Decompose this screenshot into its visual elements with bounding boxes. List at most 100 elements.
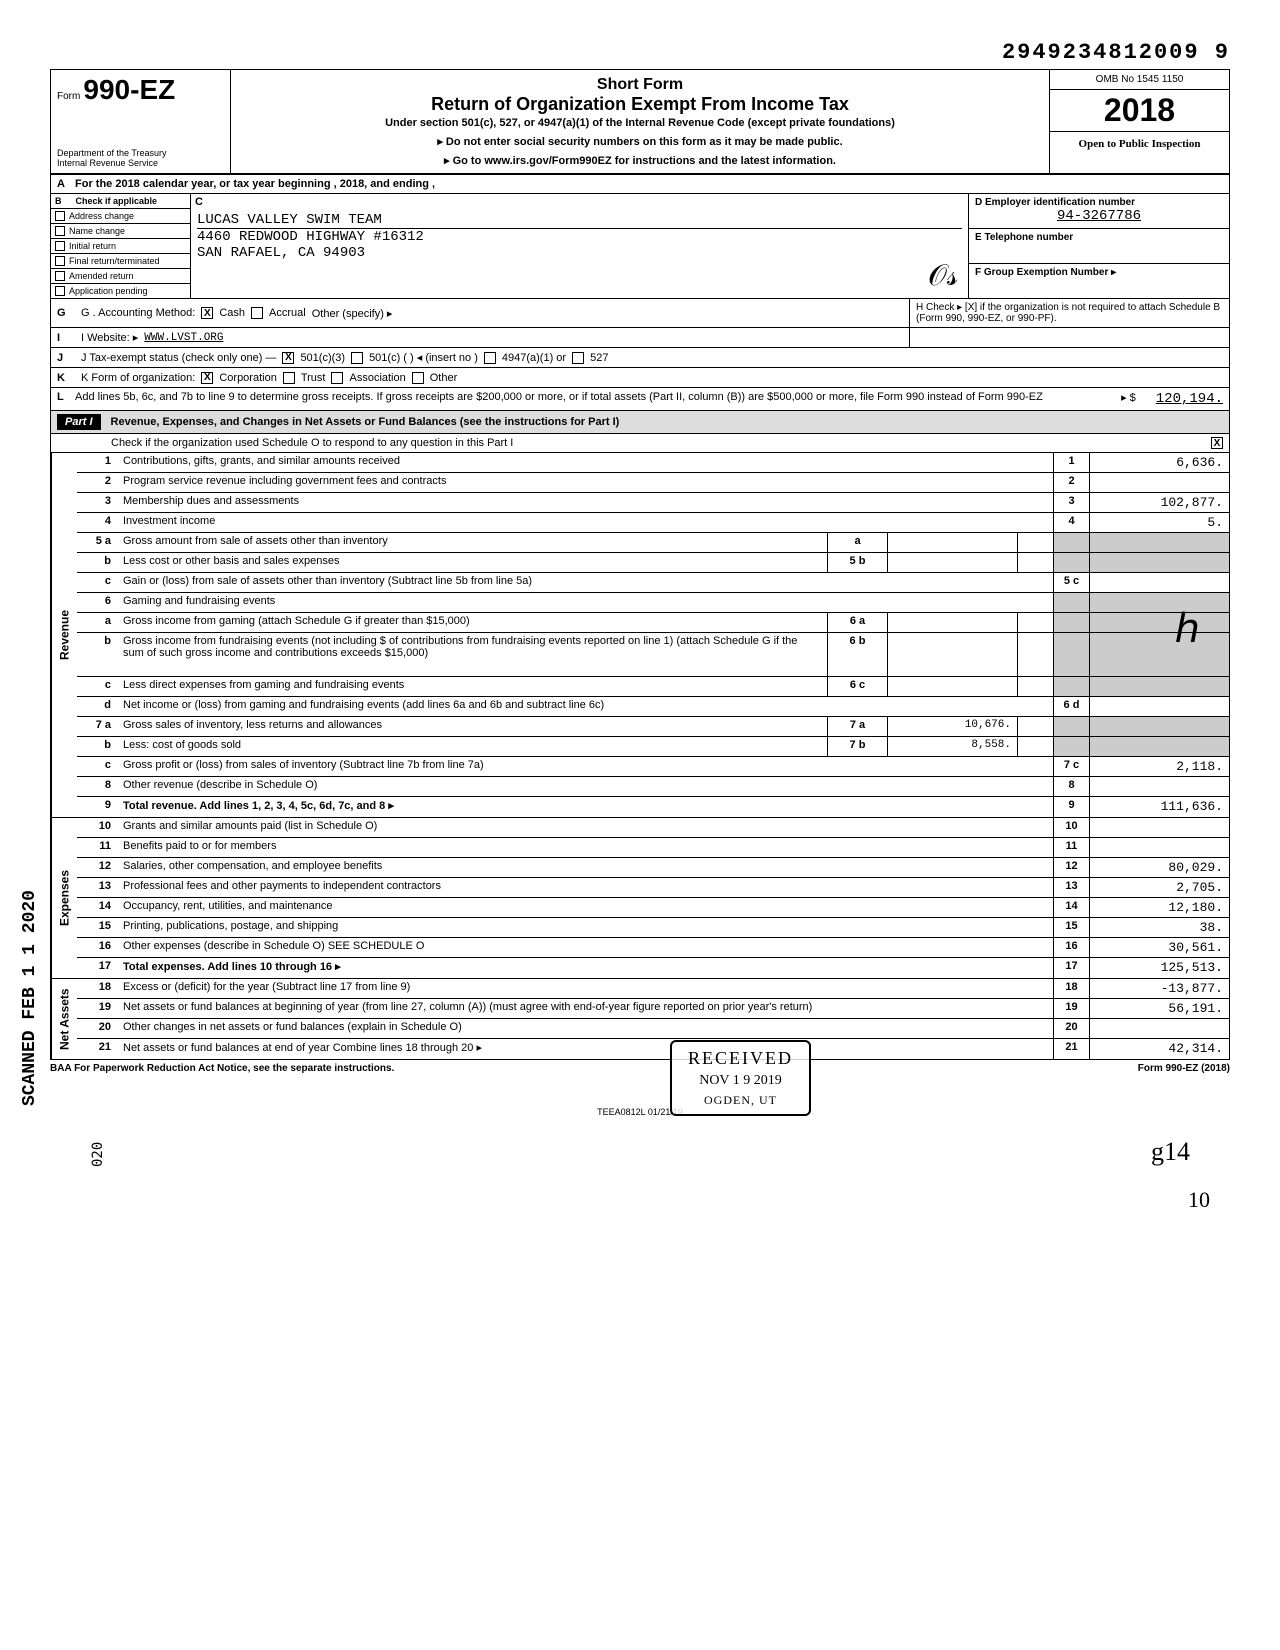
- right-line-number: 10: [1053, 818, 1089, 837]
- right-line-number: 1: [1053, 453, 1089, 472]
- table-row: 19Net assets or fund balances at beginni…: [77, 999, 1229, 1019]
- check-final-return[interactable]: [55, 256, 65, 266]
- line-amount: -13,877.: [1089, 979, 1229, 998]
- label-corporation: Corporation: [219, 372, 276, 384]
- line-number: 3: [77, 493, 117, 512]
- right-line-number: [1053, 737, 1089, 756]
- ssn-note: ▸ Do not enter social security numbers o…: [237, 135, 1043, 148]
- check-address-change[interactable]: [55, 211, 65, 221]
- line-a-text: For the 2018 calendar year, or tax year …: [75, 178, 435, 190]
- letter-g: G: [57, 307, 75, 319]
- right-line-number: 20: [1053, 1019, 1089, 1038]
- line-description: Net assets or fund balances at beginning…: [117, 999, 1053, 1018]
- check-501c[interactable]: [351, 352, 363, 364]
- check-amended[interactable]: [55, 271, 65, 281]
- line-amount: [1089, 553, 1229, 572]
- right-line-number: 13: [1053, 878, 1089, 897]
- check-501c3[interactable]: X: [282, 352, 294, 364]
- line-number: a: [77, 613, 117, 632]
- table-row: 5 aGross amount from sale of assets othe…: [77, 533, 1229, 553]
- check-other-org[interactable]: [412, 372, 424, 384]
- right-line-number: [1017, 677, 1053, 696]
- check-initial-return[interactable]: [55, 241, 65, 251]
- check-corporation[interactable]: X: [201, 372, 213, 384]
- right-line-number: 15: [1053, 918, 1089, 937]
- line-number: c: [77, 757, 117, 776]
- check-trust[interactable]: [283, 372, 295, 384]
- line-amount: 111,636.: [1089, 797, 1229, 817]
- check-4947[interactable]: [484, 352, 496, 364]
- org-addr2: SAN RAFAEL, CA 94903: [197, 245, 962, 261]
- line-number: 8: [77, 777, 117, 796]
- tax-exempt-label: J Tax-exempt status (check only one) —: [81, 352, 276, 364]
- check-accrual[interactable]: [251, 307, 263, 319]
- line-amount: 56,191.: [1089, 999, 1229, 1018]
- table-row: 17Total expenses. Add lines 10 through 1…: [77, 958, 1229, 978]
- sub-line-value: [887, 553, 1017, 572]
- table-row: bLess cost or other basis and sales expe…: [77, 553, 1229, 573]
- line-amount: 125,513.: [1089, 958, 1229, 978]
- website-label: I Website: ▸: [81, 331, 138, 344]
- line-number: d: [77, 697, 117, 716]
- check-application-pending[interactable]: [55, 286, 65, 296]
- label-501c: 501(c) ( ) ◂ (insert no ): [369, 351, 478, 364]
- line-description: Less direct expenses from gaming and fun…: [117, 677, 827, 696]
- right-line-number: 6 d: [1053, 697, 1089, 716]
- line-number: 15: [77, 918, 117, 937]
- line-description: Salaries, other compensation, and employ…: [117, 858, 1053, 877]
- sub-line-label: 7 a: [827, 717, 887, 736]
- revenue-side-label: Revenue: [51, 453, 77, 817]
- table-row: 10Grants and similar amounts paid (list …: [77, 818, 1229, 838]
- table-row: 2Program service revenue including gover…: [77, 473, 1229, 493]
- check-name-change[interactable]: [55, 226, 65, 236]
- sub-line-label: 6 c: [827, 677, 887, 696]
- schedule-o-text: Check if the organization used Schedule …: [111, 437, 513, 449]
- form-number: 990-EZ: [83, 74, 175, 105]
- label-accrual: Accrual: [269, 307, 306, 319]
- line-description: Benefits paid to or for members: [117, 838, 1053, 857]
- margin-signature: ℎ: [1175, 605, 1200, 652]
- table-row: aGross income from gaming (attach Schedu…: [77, 613, 1229, 633]
- check-527[interactable]: [572, 352, 584, 364]
- label-initial-return: Initial return: [69, 241, 116, 251]
- line-description: Gross income from gaming (attach Schedul…: [117, 613, 827, 632]
- right-line-number: 12: [1053, 858, 1089, 877]
- netassets-side-label: Net Assets: [51, 979, 77, 1059]
- right-line-number: 4: [1053, 513, 1089, 532]
- letter-j: J: [57, 352, 75, 364]
- label-4947: 4947(a)(1) or: [502, 352, 566, 364]
- website-note: ▸ Go to www.irs.gov/Form990EZ for instru…: [237, 154, 1043, 167]
- check-cash[interactable]: X: [201, 307, 213, 319]
- line-number: 9: [77, 797, 117, 817]
- line-description: Professional fees and other payments to …: [117, 878, 1053, 897]
- right-line-number: 16: [1053, 938, 1089, 957]
- right-line-number: 3: [1053, 493, 1089, 512]
- right-line-number: 18: [1053, 979, 1089, 998]
- omb-number: OMB No 1545 1150: [1050, 70, 1229, 90]
- line-amount: [1089, 697, 1229, 716]
- right-line-number: [1053, 533, 1089, 552]
- part-1-header: Part I Revenue, Expenses, and Changes in…: [50, 411, 1230, 434]
- col-c-label: C: [195, 196, 203, 208]
- line-amount: [1089, 473, 1229, 492]
- table-row: 15Printing, publications, postage, and s…: [77, 918, 1229, 938]
- line-description: Other revenue (describe in Schedule O): [117, 777, 1053, 796]
- right-line-number: [1053, 677, 1089, 696]
- right-line-number: [1017, 553, 1053, 572]
- phone-label: E Telephone number: [975, 232, 1223, 243]
- table-row: 20Other changes in net assets or fund ba…: [77, 1019, 1229, 1039]
- line-amount: [1089, 613, 1229, 632]
- line-amount: [1089, 717, 1229, 736]
- check-schedule-o[interactable]: X: [1211, 437, 1223, 449]
- check-association[interactable]: [331, 372, 343, 384]
- line-description: Other changes in net assets or fund bala…: [117, 1019, 1053, 1038]
- table-row: 16Other expenses (describe in Schedule O…: [77, 938, 1229, 958]
- table-row: 12Salaries, other compensation, and empl…: [77, 858, 1229, 878]
- line-amount: 2,118.: [1089, 757, 1229, 776]
- website-value: WWW.LVST.ORG: [144, 332, 223, 344]
- line-number: 11: [77, 838, 117, 857]
- sub-line-label: 6 b: [827, 633, 887, 676]
- line-amount: 30,561.: [1089, 938, 1229, 957]
- page-corner: 10: [50, 1187, 1230, 1213]
- sub-line-label: a: [827, 533, 887, 552]
